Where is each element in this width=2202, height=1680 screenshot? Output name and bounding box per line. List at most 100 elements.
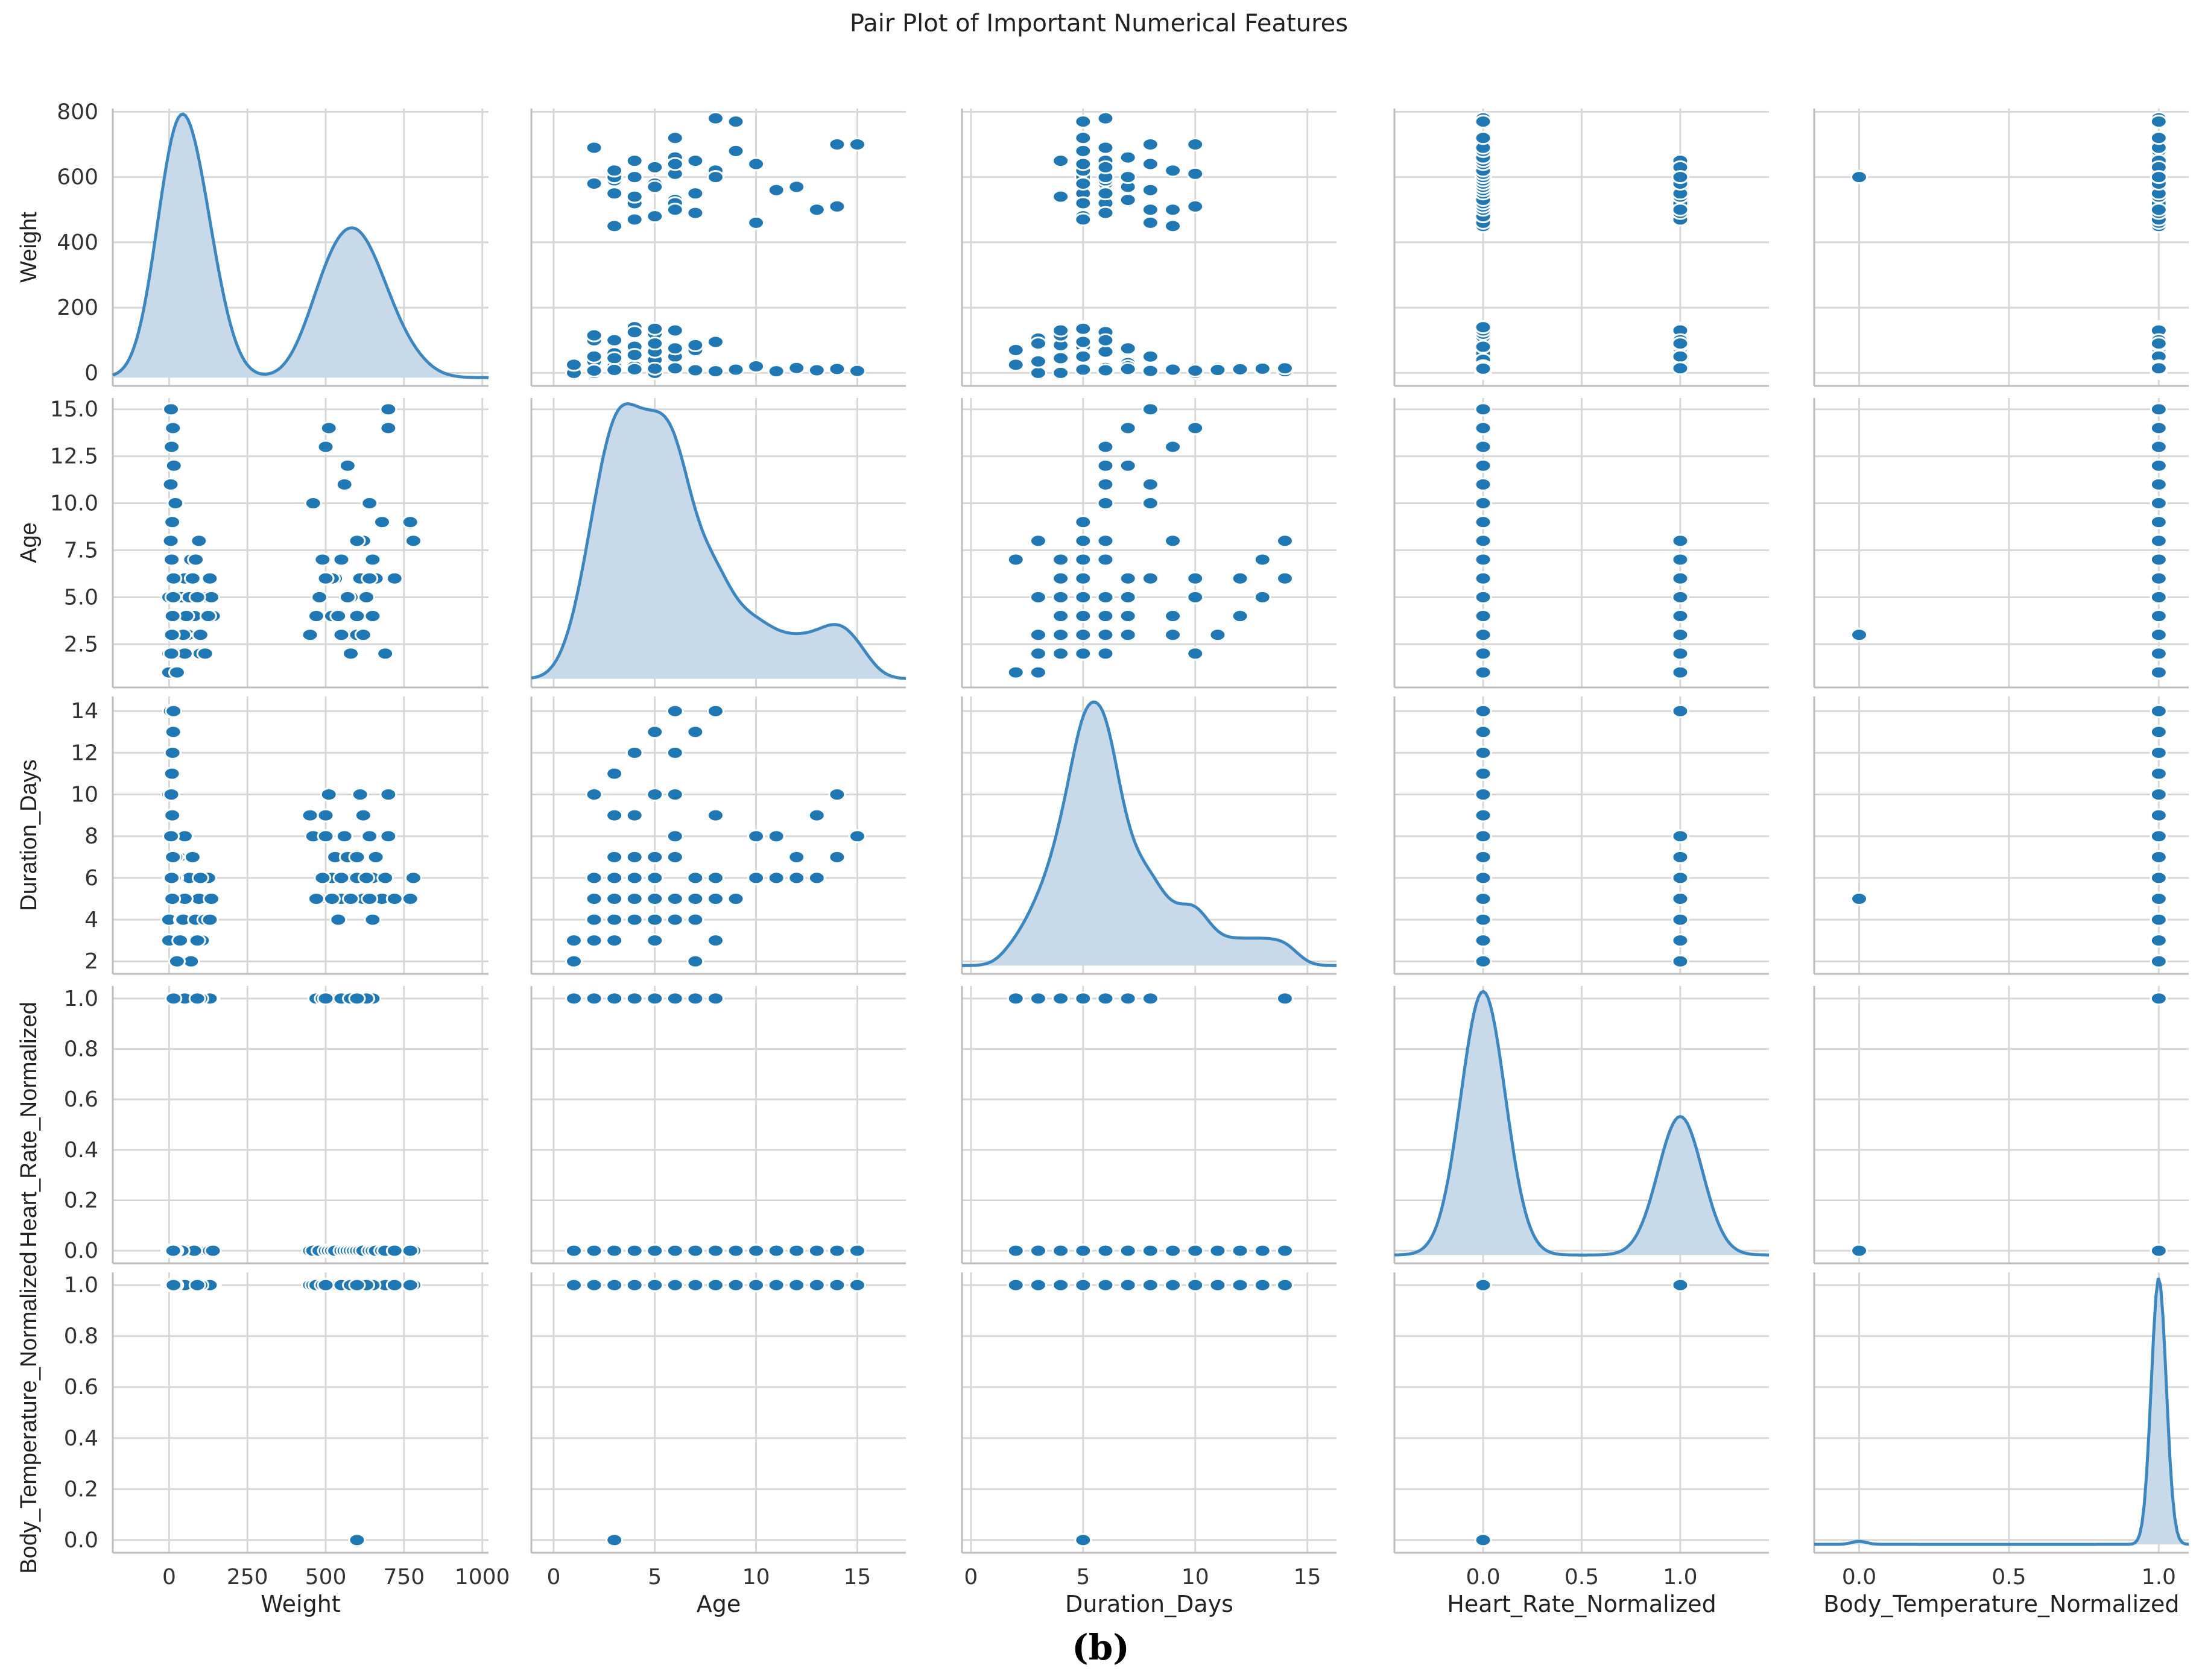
scatter-point: [329, 912, 347, 927]
scatter-point: [342, 646, 360, 661]
x-axis-label-weight: Weight: [261, 1591, 340, 1617]
x-tick-label: 0.5: [1564, 1565, 1599, 1590]
scatter-point: [188, 590, 206, 604]
scatter-point: [808, 203, 826, 217]
scatter-point: [1096, 160, 1115, 174]
scatter-point: [385, 891, 403, 906]
scatter-point: [1186, 571, 1204, 586]
scatter-point: [646, 891, 664, 906]
scatter-point: [808, 1243, 826, 1258]
scatter-point: [1276, 1278, 1294, 1292]
scatter-point: [1164, 219, 1182, 233]
scatter-point: [1007, 343, 1025, 357]
panel-body-temperature-normalized-vs-weight: 0.0 0.2 0.4 0.6 0.8 1.0 Body_Temperature_Norma…: [16, 1251, 510, 1617]
y-tick-label: 8: [84, 824, 98, 849]
scatter-point: [1253, 1278, 1271, 1292]
scatter-point: [565, 1243, 583, 1258]
scatter-point: [1186, 646, 1204, 661]
scatter-point: [788, 871, 806, 885]
scatter-point: [183, 850, 201, 864]
scatter-point: [1141, 991, 1159, 1006]
scatter-point: [666, 788, 684, 802]
scatter-point: [1186, 1243, 1204, 1258]
scatter-point: [788, 1243, 806, 1258]
scatter-point: [348, 991, 366, 1006]
scatter-point: [2150, 665, 2168, 680]
scatter-point: [1052, 351, 1070, 365]
y-tick-label: 200: [57, 295, 98, 320]
scatter-point: [1276, 361, 1294, 376]
scatter-point: [401, 1278, 419, 1292]
scatter-point: [625, 362, 644, 376]
scatter-point: [585, 349, 603, 364]
panel-heart-rate-normalized-vs-weight: 0.0 0.2 0.4 0.6 0.8 1.0 Heart_Rate_Normalized: [16, 986, 489, 1265]
scatter-point: [1074, 1533, 1092, 1547]
scatter-point: [686, 912, 704, 927]
scatter-point: [165, 704, 183, 718]
scatter-point: [1671, 933, 1689, 948]
panel-heart-rate-normalized-vs-age: [530, 986, 906, 1265]
scatter-point: [301, 628, 319, 642]
scatter-point: [1141, 137, 1159, 152]
scatter-point: [354, 628, 372, 642]
scatter-point: [747, 157, 765, 171]
scatter-point: [1007, 665, 1025, 680]
scatter-point: [666, 341, 684, 356]
scatter-point: [788, 850, 806, 864]
scatter-point: [1253, 590, 1271, 604]
y-tick-label: 0.4: [64, 1138, 98, 1163]
panel-weight-vs-age: [530, 109, 906, 387]
scatter-point: [606, 891, 624, 906]
scatter-point: [1119, 341, 1137, 356]
scatter-point: [1141, 1243, 1159, 1258]
scatter-point: [2150, 361, 2168, 376]
x-tick-label: 1.0: [1663, 1565, 1697, 1590]
scatter-point: [1119, 590, 1137, 604]
scatter-point: [666, 912, 684, 927]
scatter-point: [367, 850, 385, 864]
scatter-point: [646, 725, 664, 739]
scatter-point: [1164, 609, 1182, 624]
scatter-point: [2150, 590, 2168, 604]
scatter-point: [1164, 534, 1182, 548]
kde-area-heart-rate-normalized: [1394, 991, 1769, 1255]
scatter-point: [166, 496, 185, 511]
scatter-point: [767, 183, 785, 197]
scatter-point: [625, 170, 644, 185]
scatter-point: [585, 1243, 603, 1258]
scatter-point: [1671, 590, 1689, 604]
scatter-point: [1474, 665, 1492, 680]
scatter-point: [317, 829, 335, 844]
scatter-point: [646, 871, 664, 885]
scatter-point: [1119, 150, 1137, 165]
scatter-point: [1141, 1278, 1159, 1292]
scatter-point: [606, 912, 624, 927]
scatter-point: [1096, 646, 1115, 661]
scatter-point: [1231, 1243, 1249, 1258]
scatter-point: [727, 1243, 745, 1258]
scatter-point: [1474, 891, 1492, 906]
scatter-point: [1186, 590, 1204, 604]
y-axis-label-body-temperature-normalized: Body_Temperature_Normalized: [16, 1251, 42, 1573]
scatter-point: [1141, 571, 1159, 586]
scatter-point: [747, 215, 765, 230]
figure-caption: (b): [1072, 1627, 1129, 1668]
scatter-point: [1074, 590, 1092, 604]
scatter-point: [625, 891, 644, 906]
scatter-point: [706, 991, 724, 1006]
scatter-point: [163, 609, 182, 624]
scatter-point: [1164, 163, 1182, 178]
y-tick-label: 12.5: [50, 444, 98, 469]
scatter-point: [1231, 571, 1249, 586]
scatter-point: [1096, 628, 1115, 642]
y-tick-label: 0.6: [64, 1087, 98, 1112]
scatter-point: [1671, 203, 1689, 217]
scatter-point: [1276, 1243, 1294, 1258]
scatter-point: [1474, 788, 1492, 802]
scatter-point: [2150, 571, 2168, 586]
scatter-point: [191, 628, 209, 642]
scatter-point: [646, 209, 664, 224]
scatter-point: [171, 933, 189, 948]
y-tick-label: 1.0: [64, 987, 98, 1011]
